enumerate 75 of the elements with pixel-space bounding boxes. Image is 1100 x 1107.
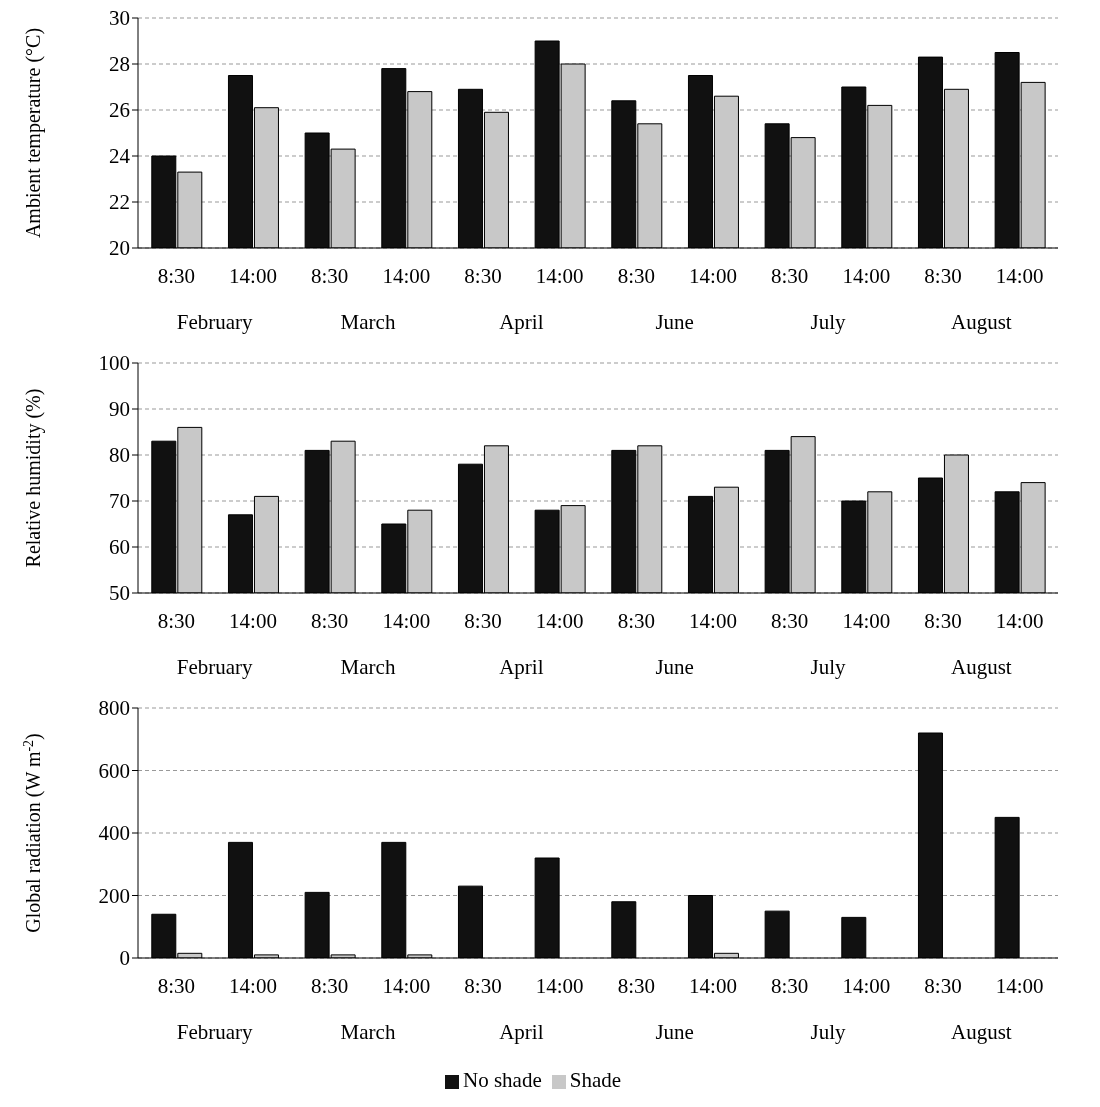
text: August [950,654,1012,679]
x-tick-label: 14:00 [535,608,584,633]
x-tick-label: 8:30 [157,973,196,998]
x-tick-label: 14:00 [842,608,891,633]
x-tick-label: 14:00 [842,973,891,998]
text: April [499,654,544,679]
text: April [499,1019,544,1044]
x-tick-label: 8:30 [924,973,962,998]
text: June [655,1019,694,1044]
y-tick-label: 600 [98,758,130,783]
x-tick-label: 8:30 [617,263,656,288]
x-tick-label: 8:30 [464,263,502,288]
x-tick-label: 8:30 [617,973,656,998]
y-tick-label: 800 [98,696,130,721]
y-tick-label: 60 [109,535,130,560]
y-axis-title: Relative humidity (%) [22,388,45,568]
x-tick-label: 8:30 [157,608,196,633]
y-tick-label: 28 [109,52,130,77]
text: June [655,309,694,334]
y-tick-label: 20 [109,236,130,261]
x-tick-label: 8:30 [310,973,349,998]
y-tick-label: 0 [119,946,130,971]
text: August [950,1019,1012,1044]
legend-label: No shade [462,1068,542,1092]
x-tick-label: 14:00 [229,608,277,633]
x-tick-label: 14:00 [995,263,1044,288]
x-tick-label: 14:00 [535,973,584,998]
x-tick-label: 14:00 [689,973,737,998]
x-tick-label: 8:30 [310,263,349,288]
x-tick-label: 8:30 [464,608,502,633]
x-tick-label: 8:30 [770,608,809,633]
x-tick-label: 8:30 [310,608,349,633]
text: July [810,309,846,334]
x-tick-label: 8:30 [770,973,809,998]
x-tick-label: 14:00 [229,973,277,998]
x-tick-label: 14:00 [382,973,431,998]
text: February [176,1019,254,1044]
x-tick-label: 8:30 [157,263,196,288]
x-tick-label: 14:00 [995,608,1044,633]
y-tick-label: 24 [109,144,131,169]
y-axis-title: Ambient temperature (°C) [22,27,45,239]
x-tick-label: 14:00 [382,608,431,633]
x-tick-label: 14:00 [689,608,737,633]
x-tick-label: 14:00 [535,263,584,288]
text: March [340,1019,396,1044]
text: February [176,309,254,334]
legend-label: Shade [569,1068,622,1092]
text: July [810,1019,846,1044]
x-tick-label: 8:30 [924,608,962,633]
y-tick-label: 200 [98,883,130,908]
y-tick-label: 90 [109,397,130,422]
text: July [810,654,846,679]
y-tick-label: 26 [109,98,130,123]
text: March [340,654,396,679]
x-tick-label: 8:30 [464,973,502,998]
y-tick-label: 22 [109,190,130,215]
text: February [176,654,254,679]
y-tick-label: 100 [98,351,130,376]
x-tick-label: 14:00 [229,263,277,288]
x-tick-label: 14:00 [842,263,891,288]
y-tick-label: 80 [109,443,130,468]
x-tick-label: 14:00 [995,973,1044,998]
text: August [950,309,1012,334]
x-tick-label: 8:30 [617,608,656,633]
y-tick-label: 400 [98,821,130,846]
x-tick-label: 14:00 [689,263,737,288]
y-tick-label: 70 [109,489,130,514]
text: March [340,309,396,334]
x-tick-label: 14:00 [382,263,431,288]
y-tick-label: 30 [109,6,130,31]
x-tick-label: 8:30 [924,263,962,288]
text: April [499,309,544,334]
y-tick-label: 50 [109,581,130,606]
text: June [655,654,694,679]
x-tick-label: 8:30 [770,263,809,288]
